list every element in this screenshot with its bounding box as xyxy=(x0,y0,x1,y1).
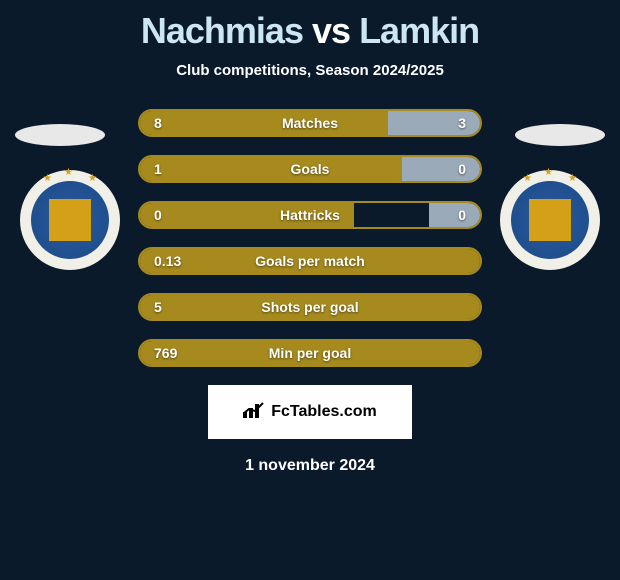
date: 1 november 2024 xyxy=(0,457,620,475)
stat-label: Hattricks xyxy=(140,203,480,227)
chart-icon xyxy=(243,402,265,423)
stat-label: Goals per match xyxy=(140,249,480,273)
right-photo-placeholder xyxy=(515,124,605,146)
footer-text: FcTables.com xyxy=(271,403,377,421)
footer-attribution[interactable]: FcTables.com xyxy=(208,385,412,439)
club-badge-left: ★ ★ ★ xyxy=(20,170,120,270)
club-badge-left-ring: ★ ★ ★ xyxy=(31,181,109,259)
star-icon: ★ xyxy=(43,173,52,184)
stat-row-matches: 8 Matches 3 xyxy=(138,109,482,137)
star-icon: ★ xyxy=(88,173,97,184)
stat-row-min-per-goal: 769 Min per goal xyxy=(138,339,482,367)
star-icon: ★ xyxy=(544,167,553,178)
stat-label: Matches xyxy=(140,111,480,135)
left-photo-placeholder xyxy=(15,124,105,146)
stat-right-value: 0 xyxy=(458,203,466,227)
stat-row-hattricks: 0 Hattricks 0 xyxy=(138,201,482,229)
stats-container: 8 Matches 3 1 Goals 0 0 Hattricks 0 0.13… xyxy=(138,109,482,367)
stat-right-value: 0 xyxy=(458,157,466,181)
star-icon: ★ xyxy=(64,167,73,178)
club-badge-right: ★ ★ ★ xyxy=(500,170,600,270)
vs-text: vs xyxy=(312,10,350,51)
stat-row-shots-per-goal: 5 Shots per goal xyxy=(138,293,482,321)
stat-right-value: 3 xyxy=(458,111,466,135)
club-crest-icon xyxy=(529,199,571,241)
star-icon: ★ xyxy=(523,173,532,184)
star-icon: ★ xyxy=(568,173,577,184)
club-badge-right-ring: ★ ★ ★ xyxy=(511,181,589,259)
stat-label: Goals xyxy=(140,157,480,181)
stat-label: Shots per goal xyxy=(140,295,480,319)
stat-row-goals: 1 Goals 0 xyxy=(138,155,482,183)
club-crest-icon xyxy=(49,199,91,241)
player1-name: Nachmias xyxy=(141,10,303,51)
stat-row-goals-per-match: 0.13 Goals per match xyxy=(138,247,482,275)
player2-name: Lamkin xyxy=(359,10,479,51)
stat-label: Min per goal xyxy=(140,341,480,365)
subtitle: Club competitions, Season 2024/2025 xyxy=(0,62,620,79)
page-title: Nachmias vs Lamkin xyxy=(0,0,620,52)
